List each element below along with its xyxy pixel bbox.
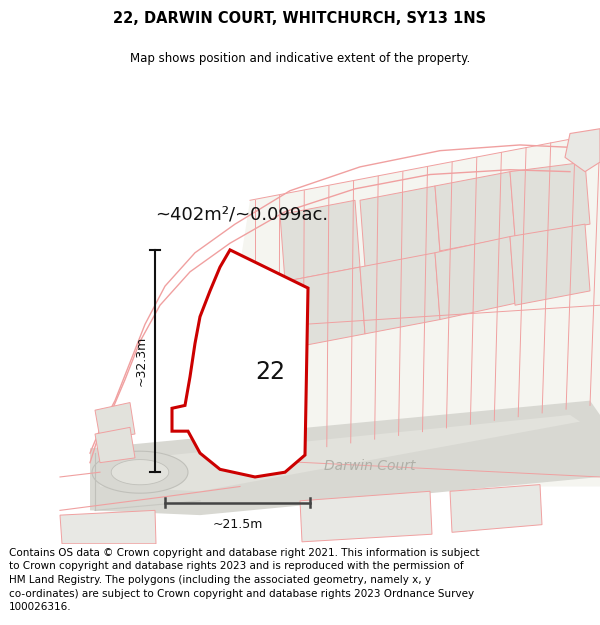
Polygon shape bbox=[111, 459, 169, 485]
Polygon shape bbox=[360, 253, 440, 334]
Polygon shape bbox=[92, 451, 188, 493]
Polygon shape bbox=[210, 134, 600, 486]
Text: ~21.5m: ~21.5m bbox=[212, 518, 263, 531]
Text: Darwin Court: Darwin Court bbox=[324, 459, 416, 472]
Polygon shape bbox=[435, 236, 515, 319]
Text: ~32.3m: ~32.3m bbox=[134, 336, 148, 386]
Polygon shape bbox=[435, 172, 515, 251]
Text: 22: 22 bbox=[255, 360, 285, 384]
Text: Map shows position and indicative extent of the property.: Map shows position and indicative extent… bbox=[130, 52, 470, 65]
Polygon shape bbox=[95, 402, 135, 439]
Text: Contains OS data © Crown copyright and database right 2021. This information is : Contains OS data © Crown copyright and d… bbox=[9, 548, 479, 612]
Text: 22, DARWIN COURT, WHITCHURCH, SY13 1NS: 22, DARWIN COURT, WHITCHURCH, SY13 1NS bbox=[113, 11, 487, 26]
Polygon shape bbox=[510, 162, 590, 236]
Polygon shape bbox=[450, 484, 542, 532]
Polygon shape bbox=[95, 415, 580, 491]
Polygon shape bbox=[565, 129, 600, 172]
Polygon shape bbox=[95, 428, 135, 462]
Polygon shape bbox=[228, 291, 305, 362]
Polygon shape bbox=[360, 186, 440, 267]
Polygon shape bbox=[90, 401, 600, 515]
Polygon shape bbox=[280, 200, 360, 281]
Polygon shape bbox=[60, 511, 156, 544]
Text: ~402m²/~0.099ac.: ~402m²/~0.099ac. bbox=[155, 206, 328, 224]
Polygon shape bbox=[285, 267, 365, 348]
Polygon shape bbox=[510, 224, 590, 305]
Polygon shape bbox=[300, 491, 432, 542]
Polygon shape bbox=[172, 250, 308, 477]
